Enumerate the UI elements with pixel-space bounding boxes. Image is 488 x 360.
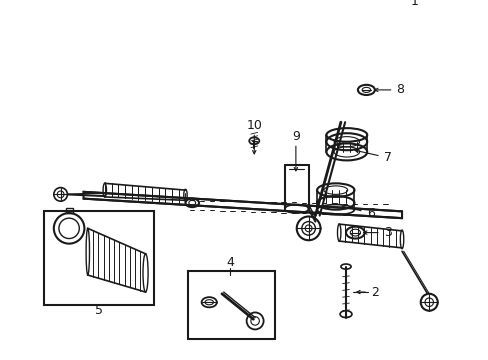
Bar [187, 271, 274, 339]
Text: 3: 3 [383, 226, 391, 239]
Polygon shape [83, 192, 401, 218]
Text: 9: 9 [291, 130, 299, 143]
Text: 1: 1 [410, 0, 418, 8]
Text: 5: 5 [95, 304, 102, 317]
Text: 2: 2 [370, 285, 378, 298]
Bar [65, 208, 72, 213]
Text: 10: 10 [246, 119, 262, 132]
Bar [43, 211, 154, 305]
Text: 6: 6 [366, 207, 374, 220]
Text: 7: 7 [383, 151, 391, 165]
Text: 8: 8 [396, 84, 404, 96]
Text: 4: 4 [226, 256, 234, 269]
